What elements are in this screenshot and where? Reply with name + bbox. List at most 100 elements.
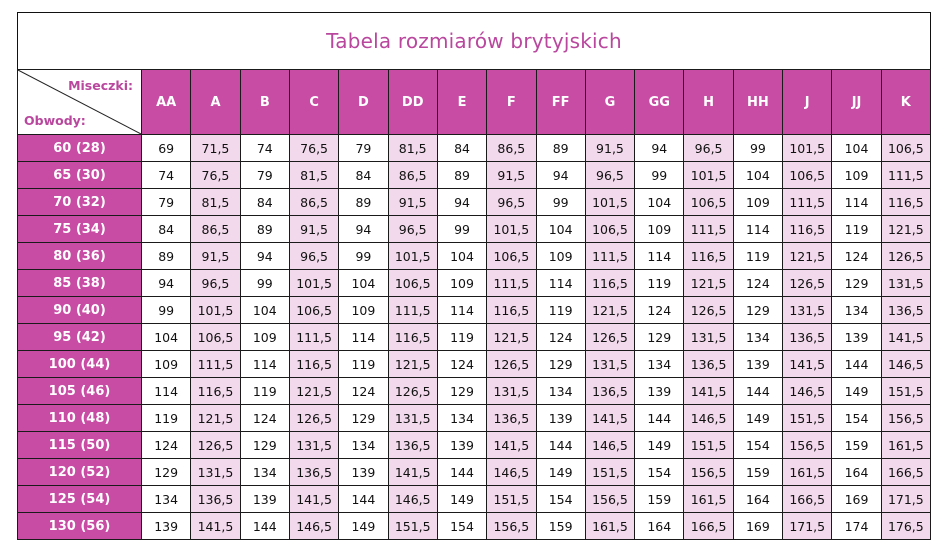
bust-size-cell: 106,5 [190, 323, 241, 351]
table-row: 120 (52) 129 131,5 134 136,5 139 141,5 144 146,5… [17, 458, 932, 486]
bust-size-cell: 109 [732, 188, 784, 216]
cup-header-b: B [239, 69, 290, 135]
bust-size-cell: 134 [140, 485, 192, 513]
bust-size-cell: 159 [535, 512, 586, 540]
bust-size-cell: 84 [338, 161, 389, 189]
bust-size-cell: 141,5 [584, 404, 636, 432]
bust-size-cell: 146,5 [584, 431, 636, 459]
bust-size-cell: 144 [732, 377, 784, 405]
bust-size-cell: 81,5 [288, 161, 340, 189]
bust-size-cell: 139 [535, 404, 586, 432]
table-row: 100 (44) 109 111,5 114 116,5 119 121,5 124 126,5… [17, 350, 932, 378]
bust-size-cell: 81,5 [190, 188, 241, 216]
bust-size-cell: 146,5 [782, 377, 833, 405]
page-title: Tabela rozmiarów brytyjskich [326, 29, 622, 53]
bust-size-cell: 124 [634, 296, 685, 324]
bust-size-cell: 161,5 [683, 485, 734, 513]
bust-size-cell: 154 [535, 485, 586, 513]
band-size-cell: 125 (54) [17, 485, 142, 513]
bust-size-cell: 121,5 [190, 404, 241, 432]
bust-size-cell: 169 [732, 512, 784, 540]
bust-size-cell: 129 [140, 458, 192, 486]
bust-size-cell: 116,5 [584, 269, 636, 297]
bust-size-cell: 106,5 [288, 296, 340, 324]
bust-size-cell: 106,5 [782, 161, 833, 189]
bust-size-cell: 146,5 [288, 512, 340, 540]
bust-size-cell: 154 [634, 458, 685, 486]
band-size-cell: 80 (36) [17, 242, 142, 270]
bust-size-cell: 109 [535, 242, 586, 270]
bust-size-cell: 149 [831, 377, 882, 405]
bust-size-cell: 176,5 [880, 512, 932, 540]
bust-size-cell: 154 [436, 512, 488, 540]
bust-size-cell: 89 [535, 134, 586, 162]
bust-size-cell: 79 [338, 134, 389, 162]
bust-size-cell: 106,5 [584, 215, 636, 243]
bust-size-cell: 151,5 [486, 485, 537, 513]
cup-header-h: H [683, 69, 734, 135]
bust-size-cell: 171,5 [782, 512, 833, 540]
bust-size-cell: 121,5 [288, 377, 340, 405]
bust-size-cell: 119 [338, 350, 389, 378]
bust-size-cell: 109 [634, 215, 685, 243]
table-row: 65 (30) 74 76,5 79 81,5 84 86,5 89 91,5 94 96,5 99 1… [17, 161, 932, 189]
bust-size-cell: 124 [338, 377, 389, 405]
cup-header-aa: AA [140, 69, 192, 135]
band-size-cell: 120 (52) [17, 458, 142, 486]
band-axis-label: Obwody: [24, 113, 86, 128]
bust-size-cell: 104 [338, 269, 389, 297]
bust-size-cell: 101,5 [584, 188, 636, 216]
bust-size-cell: 104 [732, 161, 784, 189]
bust-size-cell: 161,5 [782, 458, 833, 486]
bust-size-cell: 114 [140, 377, 192, 405]
bust-size-cell: 154 [831, 404, 882, 432]
title-box: Tabela rozmiarów brytyjskich [17, 12, 931, 69]
bust-size-cell: 164 [831, 458, 882, 486]
bust-size-cell: 139 [239, 485, 290, 513]
bust-size-cell: 126,5 [288, 404, 340, 432]
cup-header-a: A [190, 69, 241, 135]
cup-header-g: G [584, 69, 636, 135]
bust-size-cell: 124 [732, 269, 784, 297]
bust-size-cell: 114 [239, 350, 290, 378]
cup-header-e: E [436, 69, 488, 135]
bust-size-cell: 114 [338, 323, 389, 351]
bust-size-cell: 139 [338, 458, 389, 486]
bust-size-cell: 81,5 [387, 134, 438, 162]
cup-header-f: F [486, 69, 537, 135]
table-row: 80 (36) 89 91,5 94 96,5 99 101,5 104 106,5 109 111… [17, 242, 932, 270]
band-size-cell: 70 (32) [17, 188, 142, 216]
cup-header-hh: HH [732, 69, 784, 135]
bust-size-cell: 121,5 [683, 269, 734, 297]
table-row: 60 (28) 69 71,5 74 76,5 79 81,5 84 86,5 89 91,5 94 9… [17, 134, 932, 162]
bust-size-cell: 151,5 [387, 512, 438, 540]
bust-size-cell: 141,5 [190, 512, 241, 540]
band-size-cell: 95 (42) [17, 323, 142, 351]
bust-size-cell: 101,5 [782, 134, 833, 162]
bust-size-cell: 111,5 [683, 215, 734, 243]
bust-size-cell: 91,5 [486, 161, 537, 189]
bust-size-cell: 119 [634, 269, 685, 297]
bust-size-cell: 126,5 [387, 377, 438, 405]
bust-size-cell: 114 [831, 188, 882, 216]
bust-size-cell: 114 [535, 269, 586, 297]
bust-size-cell: 116,5 [190, 377, 241, 405]
bust-size-cell: 151,5 [683, 431, 734, 459]
bust-size-cell: 99 [140, 296, 192, 324]
bust-size-cell: 114 [436, 296, 488, 324]
bust-size-cell: 134 [338, 431, 389, 459]
bust-size-cell: 91,5 [288, 215, 340, 243]
bust-size-cell: 149 [436, 485, 488, 513]
bust-size-cell: 139 [831, 323, 882, 351]
bust-size-cell: 109 [239, 323, 290, 351]
bust-size-cell: 99 [634, 161, 685, 189]
bust-size-cell: 131,5 [387, 404, 438, 432]
bust-size-cell: 99 [436, 215, 488, 243]
size-chart: Tabela rozmiarów brytyjskich Miseczki: O… [17, 12, 932, 540]
band-size-cell: 130 (56) [17, 512, 142, 540]
band-size-cell: 60 (28) [17, 134, 142, 162]
bust-size-cell: 94 [634, 134, 685, 162]
bust-size-cell: 129 [634, 323, 685, 351]
bust-size-cell: 129 [436, 377, 488, 405]
bust-size-cell: 84 [140, 215, 192, 243]
